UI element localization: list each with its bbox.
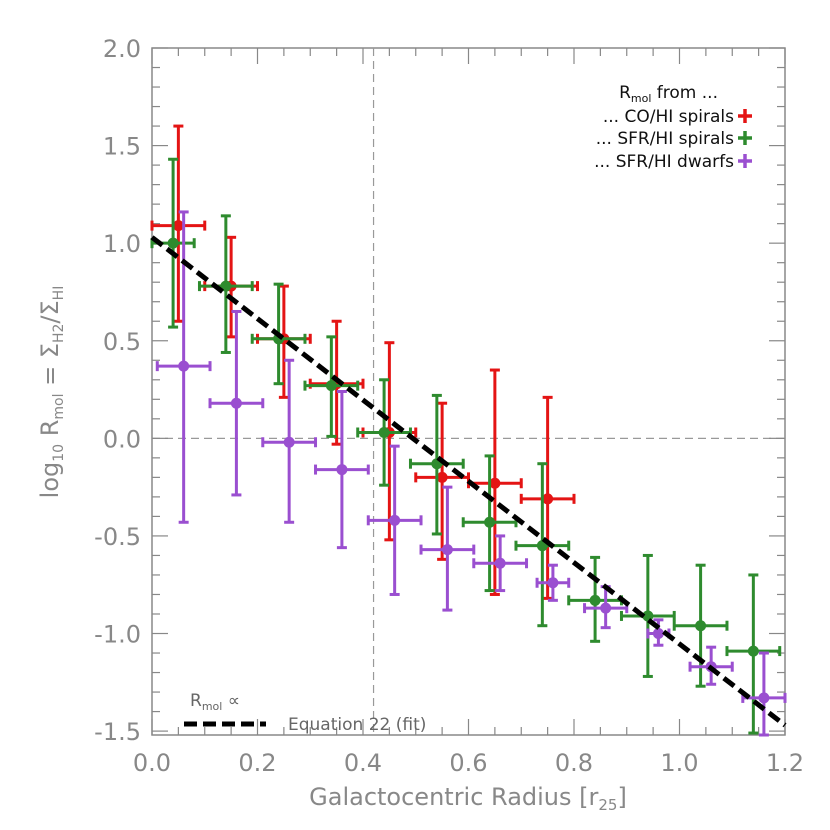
y-tick-label: 2.0 bbox=[103, 35, 141, 63]
x-tick-label: 0.0 bbox=[133, 749, 171, 777]
y-tick-label: -0.5 bbox=[94, 523, 141, 551]
legend-label-sfr-hi-dwarfs: ... SFR/HI dwarfs bbox=[594, 152, 734, 172]
x-tick-label: 0.2 bbox=[238, 749, 276, 777]
legend-label-sfr-hi-spirals: ... SFR/HI spirals bbox=[596, 129, 734, 149]
fit-note-line1: Rmol ∝ bbox=[190, 691, 240, 713]
data-point bbox=[695, 620, 707, 632]
fit-legend: Rmol ∝ Equation 22 (fit) bbox=[184, 691, 426, 735]
data-point bbox=[489, 477, 501, 489]
data-point bbox=[441, 544, 453, 556]
x-axis-title: Galactocentric Radius [r25] bbox=[309, 783, 627, 814]
data-point bbox=[589, 594, 601, 606]
legend-label-co-hi-spirals: ... CO/HI spirals bbox=[603, 107, 734, 127]
data-point bbox=[747, 645, 759, 657]
data-point bbox=[494, 557, 506, 569]
axis-tick-labels: 0.0 0.2 0.4 0.6 0.8 1.0 1.2 -1.5 -1.0 -0.5 0.0 0.5 1… bbox=[94, 35, 804, 777]
y-tick-label: 0.0 bbox=[103, 425, 141, 453]
legend-markers bbox=[738, 109, 752, 168]
series-group bbox=[150, 124, 787, 737]
data-point bbox=[484, 516, 496, 528]
data-point bbox=[758, 692, 770, 704]
fit-line-group bbox=[150, 235, 787, 728]
legend: Rmol from ... ... CO/HI spirals ... SFR/… bbox=[594, 83, 752, 172]
data-point bbox=[378, 426, 390, 438]
data-point bbox=[436, 471, 448, 483]
y-tick-label: 1.0 bbox=[103, 230, 141, 258]
data-point bbox=[283, 436, 295, 448]
y-axis-title: log10 Rmol = ΣH2/ΣHI bbox=[36, 286, 67, 499]
data-point bbox=[230, 397, 242, 409]
data-point bbox=[542, 493, 554, 505]
data-point bbox=[652, 628, 664, 640]
y-tick-label: -1.5 bbox=[94, 718, 141, 746]
legend-title: Rmol from ... bbox=[619, 83, 718, 105]
x-tick-label: 0.6 bbox=[449, 749, 487, 777]
y-tick-label: 0.5 bbox=[103, 328, 141, 356]
data-point bbox=[325, 380, 337, 392]
x-tick-label: 1.2 bbox=[766, 749, 804, 777]
x-tick-label: 1.0 bbox=[660, 749, 698, 777]
series-co-hi-spirals bbox=[150, 124, 576, 600]
data-point bbox=[389, 514, 401, 526]
data-point bbox=[178, 360, 190, 372]
data-point bbox=[172, 220, 184, 232]
data-point bbox=[547, 577, 559, 589]
data-point bbox=[167, 237, 179, 249]
data-point bbox=[220, 280, 232, 292]
x-tick-label: 0.8 bbox=[555, 749, 593, 777]
reference-lines bbox=[152, 48, 785, 735]
fit-note-line2: Equation 22 (fit) bbox=[288, 715, 426, 735]
y-tick-label: -1.0 bbox=[94, 621, 141, 649]
y-tick-label: 1.5 bbox=[103, 133, 141, 161]
data-point bbox=[336, 464, 348, 476]
fit-line bbox=[150, 235, 787, 728]
data-point bbox=[600, 602, 612, 614]
series-sfr-hi-spirals bbox=[150, 157, 782, 735]
x-tick-label: 0.4 bbox=[344, 749, 382, 777]
